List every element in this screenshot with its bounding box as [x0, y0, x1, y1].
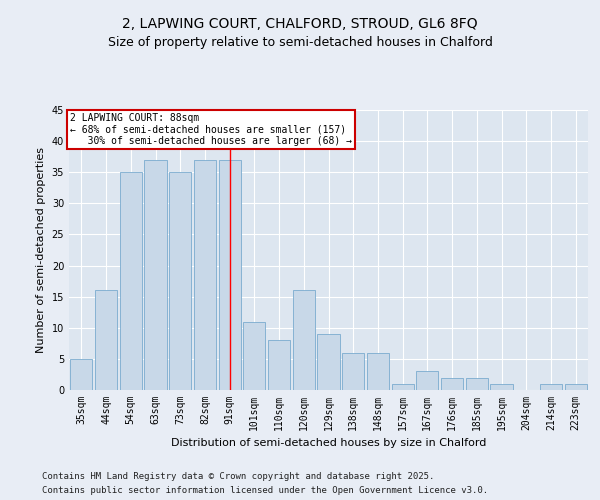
- Bar: [293, 290, 315, 390]
- Bar: [540, 384, 562, 390]
- Bar: [95, 290, 117, 390]
- Bar: [145, 160, 167, 390]
- X-axis label: Distribution of semi-detached houses by size in Chalford: Distribution of semi-detached houses by …: [171, 438, 486, 448]
- Text: Contains public sector information licensed under the Open Government Licence v3: Contains public sector information licen…: [42, 486, 488, 495]
- Bar: [268, 340, 290, 390]
- Bar: [169, 172, 191, 390]
- Bar: [441, 378, 463, 390]
- Text: Size of property relative to semi-detached houses in Chalford: Size of property relative to semi-detach…: [107, 36, 493, 49]
- Bar: [466, 378, 488, 390]
- Bar: [392, 384, 414, 390]
- Bar: [367, 352, 389, 390]
- Bar: [119, 172, 142, 390]
- Bar: [490, 384, 512, 390]
- Text: 2 LAPWING COURT: 88sqm
← 68% of semi-detached houses are smaller (157)
   30% of: 2 LAPWING COURT: 88sqm ← 68% of semi-det…: [70, 113, 352, 146]
- Bar: [194, 160, 216, 390]
- Text: 2, LAPWING COURT, CHALFORD, STROUD, GL6 8FQ: 2, LAPWING COURT, CHALFORD, STROUD, GL6 …: [122, 18, 478, 32]
- Bar: [243, 322, 265, 390]
- Bar: [317, 334, 340, 390]
- Bar: [70, 359, 92, 390]
- Bar: [342, 352, 364, 390]
- Bar: [218, 160, 241, 390]
- Bar: [565, 384, 587, 390]
- Y-axis label: Number of semi-detached properties: Number of semi-detached properties: [36, 147, 46, 353]
- Text: Contains HM Land Registry data © Crown copyright and database right 2025.: Contains HM Land Registry data © Crown c…: [42, 472, 434, 481]
- Bar: [416, 372, 439, 390]
